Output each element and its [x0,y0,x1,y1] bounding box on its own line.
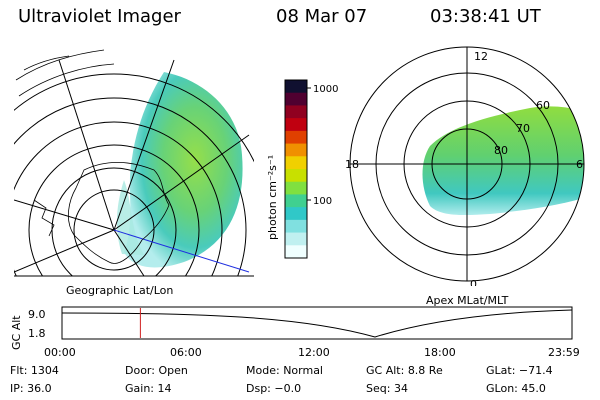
apex-label-6: 6 [576,158,583,171]
geo-caption: Geographic Lat/Lon [66,284,174,297]
colorbar-strip [285,207,307,221]
timeline-xtick-0: 00:00 [44,346,76,359]
observation-date: 08 Mar 07 [276,6,368,27]
geo-aurora-region [124,72,243,268]
apex-label-0: 0 [470,278,477,286]
timeline-ytick-9: 9.0 [28,308,46,321]
timeline-y-label: GC Alt [10,315,23,350]
colorbar-strip [285,143,307,157]
colorbar-tick-1000: 1000 [313,84,338,95]
colorbar-strip [285,118,307,132]
colorbar-strip [285,245,307,259]
apex-label-70: 70 [516,122,530,135]
info-mode: Mode: Normal [246,364,323,377]
timeline-ytick-1-8: 1.8 [28,327,46,340]
info-glat: GLat: −71.4 [486,364,553,377]
colorbar-strip [285,130,307,145]
colorbar-strip [285,105,307,119]
info-glon: GLon: 45.0 [486,382,546,395]
info-flt: Flt: 1304 [10,364,59,377]
colorbar-strip [285,194,307,208]
apex-map: 12 18 6 0 60 70 80 [345,46,585,286]
coastline [67,162,170,264]
observation-time: 03:38:41 UT [430,6,541,27]
info-ip: IP: 36.0 [10,382,52,395]
colorbar-tick-100: 100 [313,196,332,207]
info-seq: Seq: 34 [366,382,408,395]
colorbar-strip [285,169,307,183]
altitude-timeline: GC Alt 9.0 1.8 [10,306,573,350]
colorbar-strip [285,156,307,170]
apex-label-60: 60 [536,99,550,112]
geographic-map [14,49,254,277]
timeline-xtick-3: 18:00 [424,346,456,359]
apex-label-18: 18 [345,158,359,171]
colorbar-strip [285,232,307,246]
info-door: Door: Open [125,364,188,377]
info-gc-alt: GC Alt: 8.8 Re [366,364,443,377]
colorbar-strip [285,181,307,195]
colorbar-strip [285,219,307,234]
apex-aurora-region [422,106,584,216]
altitude-curve [61,309,573,338]
info-dsp: Dsp: −0.0 [246,382,302,395]
info-gain: Gain: 14 [125,382,172,395]
timeline-frame [61,306,573,340]
app-title: Ultraviolet Imager [18,6,181,27]
apex-caption: Apex MLat/MLT [426,294,509,307]
color-bar-strips [285,80,307,259]
apex-label-80: 80 [494,144,508,157]
apex-label-12: 12 [474,50,488,63]
colorbar-unit-label: photon cm⁻²s⁻¹ [266,155,279,240]
colorbar-strip [285,92,307,106]
timeline-xtick-4: 23:59 [548,346,580,359]
timeline-xtick-1: 06:00 [170,346,202,359]
colorbar-strip [285,80,307,94]
timeline-xtick-2: 12:00 [298,346,330,359]
color-bar: 1000 100 photon cm⁻²s⁻¹ [266,79,338,259]
